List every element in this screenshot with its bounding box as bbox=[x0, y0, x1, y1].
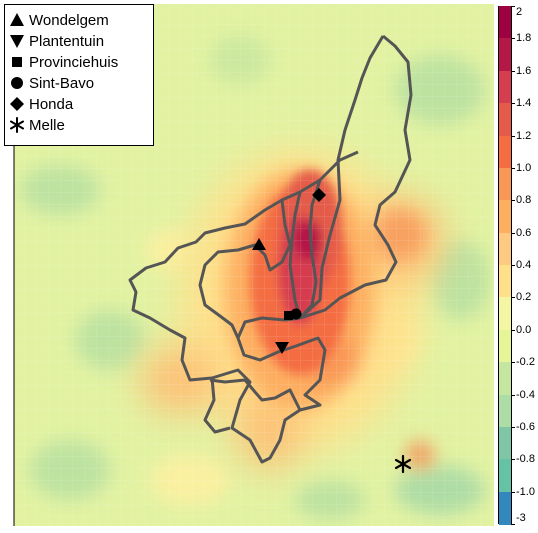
color-scale-tick-label: 0.6 bbox=[516, 226, 532, 239]
color-scale-tick-label: -0.6 bbox=[516, 420, 535, 433]
color-scale-tick-mark bbox=[511, 103, 515, 105]
color-scale-tick-label: 1.6 bbox=[516, 64, 532, 77]
color-scale-tick-label: 0.2 bbox=[516, 291, 532, 304]
triangle-up-icon bbox=[10, 13, 24, 26]
color-scale-segment bbox=[499, 329, 511, 364]
color-scale-segment bbox=[499, 265, 511, 299]
color-scale-segment bbox=[499, 297, 511, 331]
legend-label: Provinciehuis bbox=[29, 53, 119, 71]
color-scale-tick-mark bbox=[511, 394, 515, 396]
color-scale-segment bbox=[499, 135, 511, 169]
marker-provinciehuis bbox=[284, 311, 293, 320]
color-scale-segment bbox=[499, 491, 511, 525]
color-scale-tick-label: 2 bbox=[516, 6, 523, 18]
legend-item-wondelgem: Wondelgem bbox=[5, 10, 109, 30]
color-scale-segment bbox=[499, 103, 511, 137]
color-scale-tick-mark bbox=[511, 491, 515, 493]
color-scale-tick-mark bbox=[511, 6, 515, 7]
color-scale-tick-mark bbox=[511, 167, 515, 169]
legend-item-sint-bavo: Sint-Bavo bbox=[5, 73, 94, 93]
legend-item-honda: Honda bbox=[5, 94, 73, 114]
marker-sint-bavo bbox=[290, 308, 302, 320]
color-scale-segment bbox=[499, 38, 511, 72]
color-scale-tick-mark bbox=[511, 70, 515, 72]
color-scale-tick-label: 0.4 bbox=[516, 259, 532, 271]
color-scale-tick-mark bbox=[511, 265, 515, 266]
color-scale-segment bbox=[499, 394, 511, 428]
color-scale-tick-mark bbox=[511, 362, 515, 364]
color-scale-segment bbox=[499, 167, 511, 202]
diamond-icon bbox=[10, 97, 24, 111]
color-scale-tick-label: -3 bbox=[516, 512, 526, 524]
color-scale-segment bbox=[499, 6, 511, 40]
marker-wondelgem bbox=[252, 238, 266, 250]
color-scale-segment bbox=[499, 232, 511, 266]
color-scale-segment bbox=[499, 70, 511, 105]
color-scale-segment bbox=[499, 426, 511, 461]
color-scale-tick-label: 1.4 bbox=[516, 97, 532, 110]
legend: Wondelgem Plantentuin Provinciehuis Sint… bbox=[4, 4, 154, 146]
color-scale-tick-label: -0.4 bbox=[516, 388, 535, 401]
legend-label: Plantentuin bbox=[29, 32, 105, 50]
square-icon bbox=[12, 57, 22, 67]
color-scale-tick-label: -1.0 bbox=[516, 485, 535, 498]
color-scale-bar bbox=[498, 6, 512, 525]
legend-item-plantentuin: Plantentuin bbox=[5, 31, 104, 51]
legend-label: Sint-Bavo bbox=[29, 74, 95, 92]
marker-plantentuin bbox=[275, 342, 289, 354]
marker-honda bbox=[312, 188, 326, 202]
legend-label: Honda bbox=[29, 95, 74, 113]
color-scale-tick-label: 0.0 bbox=[516, 323, 532, 336]
color-scale-tick-label: -0.2 bbox=[516, 356, 535, 369]
color-scale-tick-mark bbox=[511, 200, 515, 202]
color-scale-tick-mark bbox=[511, 459, 515, 461]
color-scale-tick-label: 1.2 bbox=[516, 129, 532, 142]
color-scale-tick-mark bbox=[511, 38, 515, 40]
color-scale-tick-mark bbox=[511, 426, 515, 428]
legend-item-provinciehuis: Provinciehuis bbox=[5, 52, 118, 72]
marker-melle bbox=[394, 454, 412, 474]
color-scale-tick-mark bbox=[511, 329, 515, 331]
color-scale-tick-mark bbox=[511, 232, 515, 234]
color-scale-tick-mark bbox=[511, 297, 515, 299]
district-boundaries bbox=[128, 34, 413, 464]
circle-icon bbox=[11, 77, 23, 89]
asterisk-icon bbox=[10, 117, 24, 133]
color-scale-segment bbox=[499, 200, 511, 234]
legend-label: Melle bbox=[29, 116, 65, 134]
legend-label: Wondelgem bbox=[29, 11, 109, 29]
triangle-down-icon bbox=[10, 35, 24, 48]
color-scale-tick-mark bbox=[511, 135, 515, 137]
color-scale-tick-label: 0.8 bbox=[516, 194, 532, 207]
color-scale-segment bbox=[499, 459, 511, 493]
color-scale-segment bbox=[499, 362, 511, 396]
color-scale-tick-label: -0.8 bbox=[516, 453, 535, 466]
legend-item-melle: Melle bbox=[5, 115, 65, 135]
color-scale-tick-label: 1.8 bbox=[516, 32, 532, 45]
color-scale-tick-mark bbox=[511, 524, 515, 525]
color-scale-tick-label: 1.0 bbox=[516, 161, 532, 174]
